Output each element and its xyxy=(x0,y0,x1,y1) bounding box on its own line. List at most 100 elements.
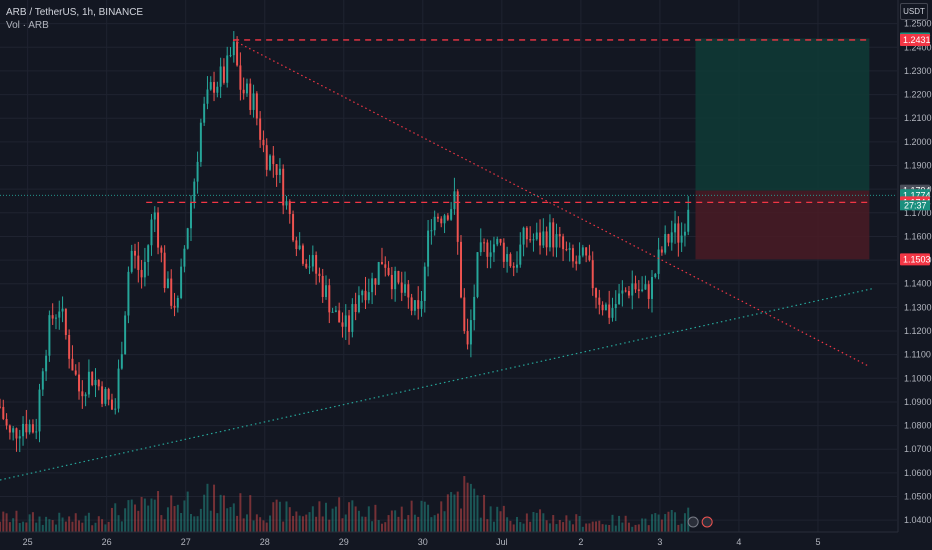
candle-body xyxy=(134,250,136,256)
volume-bar xyxy=(535,512,538,532)
volume-bar xyxy=(367,506,370,532)
candle-body xyxy=(545,231,548,248)
price-tick-label: 1.1200 xyxy=(904,326,932,336)
volume-bar xyxy=(499,511,502,532)
volume-bar xyxy=(107,521,110,532)
candle-body xyxy=(328,285,331,313)
candle-body xyxy=(183,248,186,267)
volume-bar xyxy=(532,511,535,532)
candle-body xyxy=(71,358,74,371)
volume-bar xyxy=(58,512,61,532)
volume-bar xyxy=(667,511,670,532)
price-tick-label: 1.1400 xyxy=(904,279,932,289)
volume-bar xyxy=(275,499,278,532)
candle-body xyxy=(479,242,482,253)
candle-body xyxy=(150,219,153,246)
candle-body xyxy=(506,254,509,262)
time-tick-label: 29 xyxy=(339,537,349,547)
uptrend-trendline xyxy=(0,287,874,481)
candle-body xyxy=(331,311,334,313)
volume-bar xyxy=(446,494,449,532)
flash-icon[interactable] xyxy=(687,516,699,528)
candle-body xyxy=(137,255,140,270)
candle-body xyxy=(196,161,199,182)
candle-body xyxy=(380,262,383,265)
volume-bar xyxy=(348,502,351,532)
candle-body xyxy=(436,216,439,219)
volume-bar xyxy=(483,494,486,532)
candle-body xyxy=(499,238,502,243)
candle-body xyxy=(292,214,295,241)
candle-body xyxy=(614,304,617,309)
candle-body xyxy=(38,389,41,432)
candle-body xyxy=(84,394,87,397)
candle-body xyxy=(562,236,565,250)
price-tag-label: 1.1503 xyxy=(903,254,931,264)
candle-body xyxy=(357,295,360,313)
price-tick-label: 1.0600 xyxy=(904,468,932,478)
volume-bar xyxy=(469,483,472,532)
volume-bar xyxy=(153,499,156,532)
countdown-tag xyxy=(900,200,930,211)
price-tick-label: 1.2100 xyxy=(904,113,932,123)
volume-bar xyxy=(22,521,25,532)
volume-bar xyxy=(104,524,107,532)
candle-body xyxy=(367,292,370,301)
candle-body xyxy=(641,289,644,291)
volume-bar xyxy=(410,500,413,532)
price-tick-label: 1.0800 xyxy=(904,421,932,431)
time-tick-label: 27 xyxy=(181,537,191,547)
candle-body xyxy=(371,278,374,293)
price-tick-label: 1.1900 xyxy=(904,161,932,171)
candle-body xyxy=(680,235,683,243)
currency-selector-button[interactable]: USDT xyxy=(900,3,928,20)
volume-bar xyxy=(394,510,397,532)
volume-bar xyxy=(545,520,548,532)
candle-body xyxy=(420,300,423,309)
volume-bar xyxy=(463,476,466,532)
candle-body xyxy=(285,201,288,206)
volume-bar xyxy=(397,516,400,532)
volume-bar xyxy=(420,500,423,532)
volume-bar xyxy=(555,524,558,532)
candle-body xyxy=(48,315,51,356)
volume-bar xyxy=(166,507,169,532)
volume-bar xyxy=(325,502,327,532)
volume-bars xyxy=(0,476,690,532)
volume-bar xyxy=(509,520,512,532)
volume-bar xyxy=(28,514,31,532)
event-icon[interactable] xyxy=(701,516,713,528)
candle-body xyxy=(423,266,426,301)
volume-bar xyxy=(433,515,436,532)
volume-bar xyxy=(285,501,288,532)
volume-bar xyxy=(460,508,463,532)
price-tick-label: 1.0700 xyxy=(904,444,932,454)
volume-bar xyxy=(219,494,222,532)
volume-indicator-label[interactable]: Vol · ARB xyxy=(6,20,49,31)
candle-body xyxy=(631,283,634,296)
candle-body xyxy=(502,242,505,262)
candle-body xyxy=(571,248,574,262)
candle-body xyxy=(213,82,216,93)
candle-body xyxy=(265,145,268,170)
volume-bar xyxy=(601,524,604,532)
candle-body xyxy=(535,232,538,240)
volume-bar xyxy=(193,516,196,532)
volume-bar xyxy=(660,519,663,532)
volume-bar xyxy=(539,509,542,532)
volume-bar xyxy=(2,511,5,532)
symbol-title[interactable]: ARB / TetherUS, 1h, BINANCE xyxy=(6,7,144,18)
candle-body xyxy=(529,239,532,241)
candle-body xyxy=(351,304,354,332)
time-tick-label: 25 xyxy=(23,537,33,547)
volume-bar xyxy=(361,516,364,532)
candle-body xyxy=(54,317,57,319)
volume-bar xyxy=(588,523,591,532)
candle-body xyxy=(199,122,202,162)
candle-body xyxy=(41,371,44,390)
candle-body xyxy=(61,308,64,312)
volume-bar xyxy=(548,523,551,532)
volume-bar xyxy=(176,504,179,532)
candle-body xyxy=(170,278,173,306)
